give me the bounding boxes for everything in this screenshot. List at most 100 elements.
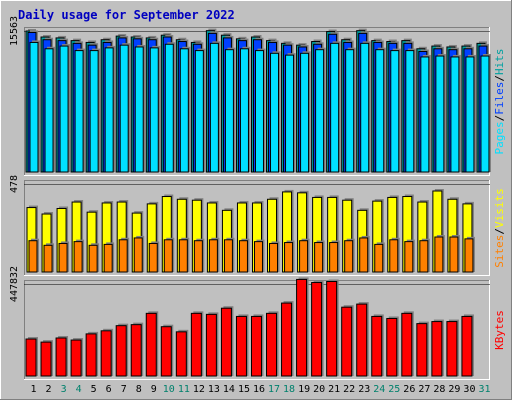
bar-sites [389, 239, 399, 273]
bar-kbytes [100, 330, 112, 377]
bar-kbytes [461, 315, 473, 377]
x-tick-label: 6 [106, 384, 112, 395]
chart-title: Daily usage for September 2022 [18, 8, 235, 22]
bar-pages [164, 43, 174, 173]
panel-kbytes: 447832 KBytes [9, 266, 506, 380]
legend-separator: / [493, 228, 506, 235]
bar-sites [133, 237, 143, 273]
bar-sites [434, 236, 444, 273]
bar-sites [374, 243, 384, 273]
bar-pages [480, 55, 490, 173]
bar-kbytes [341, 306, 353, 377]
panel-legend: KBytes [493, 310, 506, 350]
x-tick-label: 5 [91, 384, 97, 395]
bar-sites [419, 240, 429, 273]
bar-kbytes [55, 337, 67, 377]
bar-pages [44, 48, 54, 173]
bar-sites [269, 242, 279, 273]
x-tick-label: 14 [223, 384, 235, 395]
x-tick-label: 3 [61, 384, 67, 395]
x-axis-labels: 1 2 3 4 5 6 7 8 9 10 11 12 13 14 15 16 17 18 19 20 21 22 23 24 2… [31, 384, 491, 395]
bar-sites [449, 236, 459, 273]
bar-pages [89, 50, 99, 173]
x-tick-label: 23 [358, 384, 370, 395]
bar-pages [74, 50, 84, 173]
legend-item-pages: Pages [493, 121, 506, 154]
bar-pages [405, 50, 415, 173]
bar-kbytes [160, 326, 172, 377]
bar-kbytes [356, 303, 368, 377]
bar-pages [450, 56, 460, 173]
x-tick-label: 25 [388, 384, 400, 395]
bar-kbytes [85, 333, 97, 377]
bar-sites [208, 239, 218, 273]
bar-pages [270, 52, 280, 173]
bar-sites [299, 240, 309, 273]
bar-sites [88, 244, 98, 273]
x-tick-label: 18 [283, 384, 295, 395]
x-tick-label: 29 [448, 384, 460, 395]
bar-kbytes [40, 341, 52, 377]
x-tick-label: 30 [463, 384, 475, 395]
bar-pages [179, 48, 189, 173]
bar-kbytes [130, 324, 142, 377]
bar-kbytes [175, 331, 187, 377]
bar-pages [194, 50, 204, 173]
bar-pages [330, 42, 340, 173]
bar-sites [464, 238, 474, 273]
bar-sites [329, 242, 339, 273]
bar-sites [163, 239, 173, 273]
bar-sites [193, 240, 203, 273]
x-tick-label: 12 [193, 384, 205, 395]
panel-legend: Pages/Files/Hits [493, 49, 506, 155]
x-tick-label: 17 [268, 384, 280, 395]
x-tick-label: 24 [373, 384, 385, 395]
legend-separator: / [493, 115, 506, 122]
bar-kbytes [190, 312, 202, 377]
chart-panels: 15563Pages/Files/Hits478Sites/Visits4478… [9, 16, 506, 380]
bar-pages [29, 41, 39, 173]
panel-ymax-label: 15563 [9, 16, 20, 46]
panel-ymax-label: 478 [9, 175, 20, 193]
panel-ymax-label: 447832 [9, 266, 20, 302]
bar-kbytes [296, 278, 308, 377]
bar-pages [119, 44, 129, 173]
x-tick-label: 11 [178, 384, 190, 395]
x-tick-label: 4 [76, 384, 82, 395]
bar-sites [28, 240, 38, 273]
legend-item-kbytes: KBytes [493, 310, 506, 350]
bar-sites [73, 241, 83, 273]
x-tick-label: 16 [253, 384, 265, 395]
bar-pages [345, 49, 355, 173]
x-tick-label: 15 [238, 384, 250, 395]
bar-pages [209, 42, 219, 173]
x-tick-label: 9 [151, 384, 157, 395]
legend-item-visits: Visits [493, 188, 506, 228]
bar-pages [254, 50, 264, 173]
bar-sites [148, 242, 158, 273]
bar-pages [300, 52, 310, 173]
legend-item-hits: Hits [493, 49, 506, 76]
bar-kbytes [205, 313, 217, 377]
bar-kbytes [115, 325, 127, 377]
bar-pages [104, 47, 114, 173]
bar-kbytes [371, 315, 383, 377]
bar-sites [238, 240, 248, 273]
bar-kbytes [70, 339, 82, 377]
bar-kbytes [431, 321, 443, 377]
x-tick-label: 8 [136, 384, 142, 395]
bar-sites [178, 239, 188, 273]
bar-kbytes [446, 321, 458, 377]
bar-sites [253, 241, 263, 273]
panel-legend: Sites/Visits [493, 188, 506, 268]
bar-pages [390, 50, 400, 173]
x-tick-label: 10 [163, 384, 175, 395]
x-tick-label: 19 [298, 384, 310, 395]
bar-sites [314, 242, 324, 273]
bar-pages [239, 48, 249, 173]
panel-visits-sites: 478 Sites/Visits [9, 175, 506, 276]
x-tick-label: 27 [418, 384, 430, 395]
x-tick-label: 7 [121, 384, 127, 395]
bar-pages [224, 49, 234, 173]
bar-sites [43, 244, 53, 273]
